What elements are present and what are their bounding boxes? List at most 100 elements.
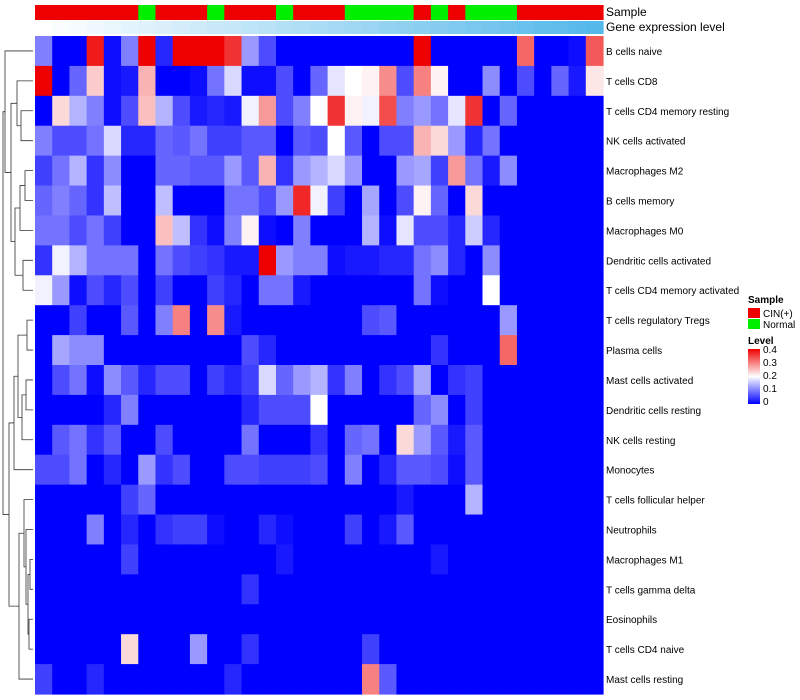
heatmap-cell bbox=[482, 544, 501, 575]
heatmap-cell bbox=[379, 424, 398, 456]
heatmap-cell bbox=[35, 604, 53, 635]
heatmap-cell bbox=[121, 544, 139, 575]
heatmap-cell bbox=[52, 155, 71, 187]
heatmap-cell bbox=[241, 484, 260, 516]
heatmap-cell bbox=[241, 544, 260, 575]
heatmap-cell bbox=[155, 95, 174, 127]
heatmap-cell bbox=[516, 185, 535, 217]
heatmap-cell bbox=[585, 514, 604, 546]
heatmap-cell bbox=[482, 365, 501, 396]
heatmap-cell bbox=[121, 185, 139, 217]
heatmap-cell bbox=[69, 275, 88, 306]
gene-expression-annotation-cell bbox=[86, 21, 105, 34]
gene-expression-annotation-cell bbox=[448, 21, 466, 34]
heatmap-cell bbox=[448, 634, 466, 665]
heatmap-cell bbox=[344, 95, 363, 127]
heatmap-cell bbox=[275, 544, 294, 575]
heatmap-cell bbox=[52, 365, 71, 396]
sample-annotation-cell bbox=[413, 5, 432, 20]
heatmap-cell bbox=[52, 514, 71, 546]
heatmap-cell bbox=[86, 36, 105, 67]
heatmap-cell bbox=[448, 185, 466, 217]
heatmap-cell bbox=[138, 394, 157, 426]
heatmap-cell bbox=[448, 664, 466, 695]
dendrogram-branch bbox=[14, 207, 23, 276]
heatmap-cell bbox=[103, 574, 122, 605]
heatmap-cell bbox=[86, 245, 105, 276]
sample-annotation-cell bbox=[465, 5, 484, 20]
heatmap-cell bbox=[172, 514, 191, 546]
heatmap-cell bbox=[551, 125, 570, 157]
heatmap-cell bbox=[362, 305, 380, 336]
heatmap-cell bbox=[275, 95, 294, 127]
heatmap-cell bbox=[448, 125, 466, 157]
heatmap-cell bbox=[86, 65, 105, 97]
row-label: Plasma cells bbox=[606, 346, 662, 357]
heatmap-cell bbox=[396, 394, 415, 426]
heatmap-cell bbox=[499, 365, 518, 396]
heatmap-cell bbox=[344, 484, 363, 516]
heatmap-cell bbox=[585, 335, 604, 366]
heatmap-cell bbox=[224, 155, 243, 187]
gene-expression-annotation-cell bbox=[344, 21, 363, 34]
heatmap-cell bbox=[103, 305, 122, 336]
heatmap-cell bbox=[396, 36, 415, 67]
heatmap-cell bbox=[189, 95, 208, 127]
heatmap-cell bbox=[69, 95, 88, 127]
heatmap-cell bbox=[224, 215, 243, 246]
dendrogram-branch bbox=[23, 499, 33, 568]
dendrogram-branch bbox=[13, 375, 33, 471]
heatmap-cell bbox=[103, 215, 122, 246]
heatmap-cell bbox=[344, 574, 363, 605]
heatmap-cell bbox=[310, 125, 329, 157]
heatmap-cell bbox=[362, 514, 380, 546]
heatmap-cell bbox=[448, 394, 466, 426]
heatmap-cell bbox=[103, 454, 122, 486]
heatmap-cell bbox=[207, 514, 225, 546]
heatmap-cell bbox=[293, 155, 311, 187]
heatmap-cell bbox=[155, 245, 174, 276]
heatmap-cell bbox=[258, 95, 277, 127]
heatmap-cell bbox=[396, 275, 415, 306]
heatmap-cell bbox=[241, 335, 260, 366]
heatmap-cell bbox=[430, 155, 449, 187]
sample-annotation-cell bbox=[241, 5, 260, 20]
heatmap-cell bbox=[310, 36, 329, 67]
heatmap-cell bbox=[258, 454, 277, 486]
heatmap-cell bbox=[189, 305, 208, 336]
heatmap-cell bbox=[172, 664, 191, 695]
dendrogram-branch bbox=[19, 185, 33, 231]
heatmap-cell bbox=[35, 185, 53, 217]
heatmap-cell bbox=[155, 424, 174, 456]
heatmap-cell bbox=[327, 484, 346, 516]
heatmap-cell bbox=[241, 574, 260, 605]
legend-level-tick-0: 0.4 bbox=[763, 345, 777, 356]
heatmap-cell bbox=[499, 544, 518, 575]
heatmap-cell bbox=[482, 185, 501, 217]
heatmap-cell bbox=[585, 305, 604, 336]
heatmap-cell bbox=[121, 484, 139, 516]
heatmap-cell bbox=[207, 484, 225, 516]
heatmap-cell bbox=[568, 634, 587, 665]
heatmap-cell bbox=[585, 634, 604, 665]
heatmap-cell bbox=[310, 454, 329, 486]
heatmap-cell bbox=[327, 454, 346, 486]
row-label: T cells follicular helper bbox=[606, 496, 705, 507]
heatmap-cell bbox=[465, 514, 484, 546]
heatmap-cell bbox=[121, 634, 139, 665]
heatmap-cell bbox=[362, 634, 380, 665]
heatmap-cell bbox=[482, 125, 501, 157]
row-label: T cells CD4 naive bbox=[606, 645, 685, 656]
heatmap-cell bbox=[516, 604, 535, 635]
heatmap-cell bbox=[499, 95, 518, 127]
heatmap-cell bbox=[172, 604, 191, 635]
gene-expression-annotation-cell bbox=[413, 21, 432, 34]
heatmap-cell bbox=[327, 215, 346, 246]
heatmap-cell bbox=[379, 245, 398, 276]
heatmap-cell bbox=[172, 275, 191, 306]
heatmap-cell bbox=[121, 245, 139, 276]
heatmap-cell bbox=[568, 95, 587, 127]
heatmap-cell bbox=[35, 484, 53, 516]
heatmap-cell bbox=[585, 215, 604, 246]
heatmap-cell bbox=[172, 245, 191, 276]
